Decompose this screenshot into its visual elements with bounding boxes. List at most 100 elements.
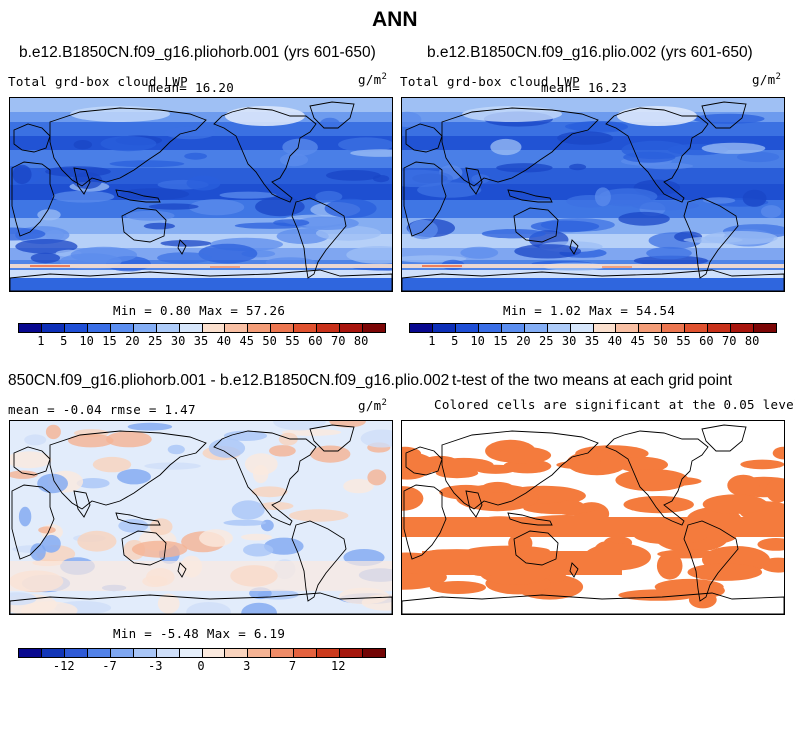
colorbar-tick-label: 40 <box>216 334 232 348</box>
coastline-namerica <box>213 430 317 526</box>
panel-1-variable-label: Total grd-box cloud LWP <box>8 74 188 89</box>
colorbar-tick-label: 50 <box>653 334 668 348</box>
colorbar-tick-label: 1 <box>37 334 45 348</box>
colorbar-swatch <box>19 324 42 332</box>
coastline-indonesia <box>507 512 553 526</box>
panel-4-map <box>401 420 785 615</box>
coastline-indonesia <box>507 189 553 203</box>
colorbar-swatch <box>685 324 709 332</box>
colorbar-tick-label: -7 <box>102 659 117 673</box>
coastline-samerica <box>683 520 739 602</box>
colorbar-tick-label: 25 <box>148 334 163 348</box>
coastline-indonesia <box>115 512 161 526</box>
colorbar-swatch <box>19 649 42 657</box>
colorbar-swatch <box>593 324 617 332</box>
colorbar-tick-label: 15 <box>493 334 508 348</box>
colorbar-tick-label: 80 <box>353 334 369 348</box>
coastlines <box>10 101 392 291</box>
colorbar-tick-label: 45 <box>630 334 645 348</box>
panel-2-mean-label: mean= 16.23 <box>541 80 628 95</box>
coastline-indonesia <box>115 189 161 203</box>
coastline-india <box>465 167 483 195</box>
colorbar-swatch <box>363 649 385 657</box>
colorbar-swatch <box>248 324 272 332</box>
colorbar-swatch <box>271 324 295 332</box>
colorbar-tick-label: 25 <box>539 334 554 348</box>
coastline-asia <box>49 107 207 187</box>
coastline-australia <box>513 530 559 566</box>
map-field <box>402 98 784 291</box>
panel-2-variable-label: Total grd-box cloud LWP <box>400 74 580 89</box>
coastline-australia <box>121 207 167 243</box>
coastline-asia <box>441 430 599 510</box>
figure-title: ANN <box>372 8 418 31</box>
colorbar-tick-label: 50 <box>262 334 277 348</box>
colorbar-tick-label: 10 <box>79 334 94 348</box>
colorbar-swatch <box>478 324 502 332</box>
colorbar-tick-label: 10 <box>470 334 485 348</box>
coastline-greenland <box>701 424 747 452</box>
colorbar-swatch <box>662 324 686 332</box>
coastline-greenland <box>309 101 355 129</box>
colorbar-tick-label: 3 <box>243 659 251 673</box>
colorbar-swatch <box>87 324 111 332</box>
coastline-europe <box>405 446 443 476</box>
coastline-namerica <box>213 107 317 203</box>
coastline-europe <box>13 446 51 476</box>
coastline-namerica <box>605 430 709 526</box>
colorbar-tick-label: 35 <box>584 334 600 348</box>
map-field <box>10 421 392 614</box>
coastline-australia <box>121 530 167 566</box>
coastline-africa <box>403 484 447 560</box>
panel-3-map <box>9 420 393 615</box>
colorbar-swatch <box>179 649 203 657</box>
panel-3-units: g/m2 <box>358 398 388 414</box>
colorbar-swatch <box>156 324 180 332</box>
colorbar-swatch <box>87 649 111 657</box>
colorbar-tick-label: 55 <box>676 334 691 348</box>
colorbar-tick-label: 0 <box>197 659 205 673</box>
panel-1-units: g/m2 <box>358 72 388 88</box>
coastline-africa <box>403 161 447 237</box>
coastline-antarctica <box>10 269 392 291</box>
coastline-africa <box>11 484 55 560</box>
colorbar-swatch <box>271 649 295 657</box>
coastline-namerica <box>605 107 709 203</box>
coastline-antarctica <box>402 269 784 291</box>
colorbar-swatch <box>294 649 318 657</box>
colorbar-tick-label: 70 <box>331 334 346 348</box>
coastline-india <box>73 167 91 195</box>
coastlines <box>402 101 784 291</box>
colorbar-tick-label: -3 <box>148 659 163 673</box>
colorbar-tick-label: 60 <box>308 334 323 348</box>
colorbar-swatch <box>708 324 732 332</box>
colorbar-tick-label: 60 <box>699 334 714 348</box>
coastline-nz <box>177 562 187 578</box>
colorbar-swatch <box>64 649 88 657</box>
colorbar-swatch <box>64 324 88 332</box>
colorbar-tick-label: -12 <box>52 659 75 673</box>
coastline-india <box>73 490 91 518</box>
colorbar-swatch <box>202 324 226 332</box>
panel-2-units: g/m2 <box>752 72 782 88</box>
panel-4-title: t-test of the two means at each grid poi… <box>452 372 733 389</box>
panel-4-subtitle: Colored cells are significant at the 0.0… <box>434 397 795 412</box>
panel-1-map <box>9 97 393 292</box>
colorbar-swatch <box>501 324 525 332</box>
panel-2-colorbar <box>409 323 777 333</box>
colorbar-tick-label: 5 <box>451 334 459 348</box>
colorbar-swatch <box>179 324 203 332</box>
colorbar-swatch <box>432 324 456 332</box>
panel-2-minmax: Min = 1.02 Max = 54.54 <box>503 303 676 318</box>
panel-1-title: b.e12.B1850CN.f09_g16.pliohorb.001 (yrs … <box>19 44 376 61</box>
coastline-samerica <box>683 197 739 279</box>
coastline-asia <box>441 107 599 187</box>
colorbar-swatch <box>570 324 594 332</box>
coastlines <box>402 424 784 614</box>
colorbar-tick-label: 12 <box>331 659 346 673</box>
colorbar-swatch <box>110 649 134 657</box>
panel-1-colorbar <box>18 323 386 333</box>
colorbar-tick-label: 20 <box>516 334 531 348</box>
panel-2-title: b.e12.B1850CN.f09_g16.plio.002 (yrs 601-… <box>427 44 753 61</box>
coastline-europe <box>13 123 51 153</box>
